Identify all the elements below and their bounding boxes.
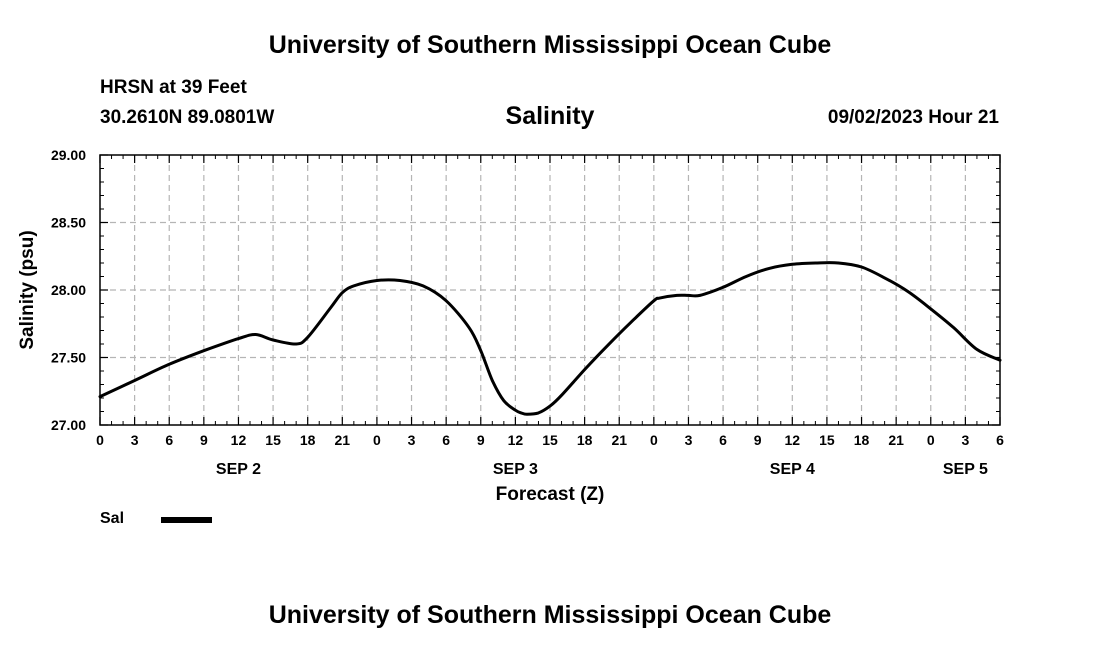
x-tick-label: 21 — [335, 432, 351, 448]
footer-title: University of Southern Mississippi Ocean… — [268, 601, 832, 629]
y-tick-label: 28.00 — [51, 282, 86, 298]
x-tick-label: 9 — [754, 432, 762, 448]
x-tick-label: 15 — [542, 432, 558, 448]
x-tick-label: 6 — [996, 432, 1004, 448]
x-tick-label: 12 — [231, 432, 247, 448]
y-tick-labels: 27.00 27.50 28.00 28.50 29.00 — [51, 147, 86, 433]
x-tick-label: 21 — [888, 432, 904, 448]
x-tick-label: 3 — [408, 432, 416, 448]
day-label: SEP 5 — [943, 461, 988, 478]
x-tick-label: 15 — [265, 432, 281, 448]
x-tick-label: 0 — [927, 432, 935, 448]
grid-lines — [100, 155, 1000, 425]
y-tick-label: 28.50 — [51, 215, 86, 231]
y-tick-label: 29.00 — [51, 147, 86, 163]
legend-label: Sal — [100, 510, 125, 527]
coordinates-label: 30.2610N 89.0801W — [100, 107, 275, 128]
x-tick-label: 0 — [650, 432, 658, 448]
x-axis-label: Forecast (Z) — [496, 484, 605, 505]
x-tick-label: 12 — [508, 432, 524, 448]
x-tick-label: 3 — [131, 432, 139, 448]
y-tick-label: 27.00 — [51, 417, 86, 433]
x-tick-label: 6 — [442, 432, 450, 448]
x-tick-label: 18 — [854, 432, 870, 448]
day-labels: SEP 2 SEP 3 SEP 4 SEP 5 — [216, 461, 988, 478]
x-tick-label: 6 — [719, 432, 727, 448]
x-tick-label: 3 — [961, 432, 969, 448]
day-label: SEP 2 — [216, 461, 261, 478]
x-tick-label: 15 — [819, 432, 835, 448]
x-tick-label: 21 — [611, 432, 627, 448]
station-label: HRSN at 39 Feet — [100, 77, 247, 98]
chart-title: Salinity — [505, 102, 595, 130]
series-line-sal — [98, 261, 1002, 416]
x-tick-label: 3 — [685, 432, 693, 448]
x-tick-label: 0 — [96, 432, 104, 448]
legend-swatch — [161, 517, 212, 523]
x-tick-label: 18 — [577, 432, 593, 448]
y-axis-label: Salinity (psu) — [17, 230, 38, 349]
y-tick-label: 27.50 — [51, 350, 86, 366]
x-tick-label: 6 — [165, 432, 173, 448]
x-tick-labels: 0 3 6 9 12 15 18 21 0 3 6 9 12 15 18 21 0 3 6 9 12 15 18 21 0 3 6 — [96, 432, 1004, 448]
x-tick-label: 9 — [200, 432, 208, 448]
page-title: University of Southern Mississippi Ocean… — [268, 31, 832, 59]
plot-frame — [99, 154, 1001, 426]
x-tick-label: 18 — [300, 432, 316, 448]
day-label: SEP 4 — [770, 461, 815, 478]
x-tick-label: 0 — [373, 432, 381, 448]
forecast-datetime: 09/02/2023 Hour 21 — [827, 107, 999, 128]
day-label: SEP 3 — [493, 461, 538, 478]
x-tick-label: 9 — [477, 432, 485, 448]
x-tick-label: 12 — [785, 432, 801, 448]
